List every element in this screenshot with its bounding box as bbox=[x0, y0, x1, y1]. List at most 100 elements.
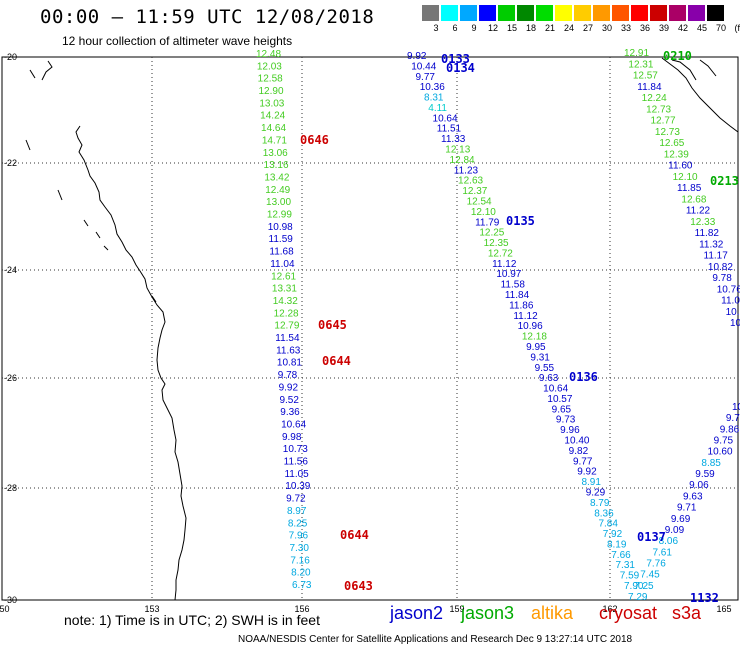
map-frame bbox=[1, 56, 739, 601]
swh-value: 13.06 bbox=[263, 148, 288, 159]
legend-label: 18 bbox=[525, 23, 536, 33]
swh-value: 10.60 bbox=[708, 447, 733, 458]
swh-value: 12.28 bbox=[274, 308, 299, 319]
swh-value: 11.84 bbox=[505, 290, 530, 301]
legend-label: (ft) bbox=[734, 23, 740, 33]
swh-value: 11.82 bbox=[695, 228, 720, 239]
legend-swatch bbox=[669, 5, 686, 21]
legend-label: 42 bbox=[677, 23, 688, 33]
lat-tick-label: -20 bbox=[4, 52, 17, 62]
lat-tick-label: -30 bbox=[4, 595, 17, 605]
swh-value: 9.06 bbox=[689, 480, 709, 491]
footer-credit: NOAA/NESDIS Center for Satellite Applica… bbox=[238, 634, 633, 645]
swh-value: 12.72 bbox=[488, 248, 513, 259]
swh-value: 8.31 bbox=[424, 93, 444, 104]
swh-value: 11.85 bbox=[677, 183, 702, 194]
swh-value: 13.16 bbox=[264, 160, 289, 171]
pass-time-label: 0213 bbox=[710, 174, 739, 188]
swh-value: 12.37 bbox=[462, 186, 487, 197]
legend-swatch bbox=[441, 5, 458, 21]
swh-value: 13.42 bbox=[264, 172, 289, 183]
legend-swatch bbox=[688, 5, 705, 21]
swh-value: 7.45 bbox=[640, 570, 660, 581]
swh-value: 11.68 bbox=[269, 247, 294, 258]
swh-value: 9.95 bbox=[526, 342, 546, 353]
legend-label: 9 bbox=[471, 23, 477, 33]
swh-value: 11.03 bbox=[721, 296, 740, 307]
pass-time-label: 0135 bbox=[506, 214, 535, 228]
swh-value: 10.81 bbox=[277, 358, 302, 369]
swh-value: 10.36 bbox=[420, 82, 445, 93]
swh-value: 13.31 bbox=[272, 284, 297, 295]
swh-value: 10.96 bbox=[518, 321, 543, 332]
swh-value: 7.31 bbox=[615, 560, 635, 571]
satellite-name: s3a bbox=[672, 603, 702, 623]
swh-value: 8.25 bbox=[288, 518, 308, 529]
pass-time-label: 0644 bbox=[340, 528, 369, 542]
satellite-name: cryosat bbox=[599, 603, 658, 623]
pass-time-label: 0645 bbox=[318, 318, 347, 332]
swh-value: 10.57 bbox=[547, 394, 572, 405]
legend-swatch bbox=[650, 5, 667, 21]
swh-value: 11.04 bbox=[270, 259, 295, 270]
swh-value: 12.13 bbox=[445, 145, 470, 156]
swh-value: 13.03 bbox=[259, 98, 284, 109]
swh-value: 11.58 bbox=[501, 280, 526, 291]
swh-value: 12.65 bbox=[659, 138, 684, 149]
swh-value: 12.18 bbox=[522, 332, 547, 343]
swh-value: 10.73 bbox=[283, 444, 308, 455]
pass-time-label: 0646 bbox=[300, 133, 329, 147]
coastline bbox=[25, 60, 187, 601]
legend-label: 36 bbox=[639, 23, 650, 33]
swh-value: 10.97 bbox=[496, 269, 521, 280]
swh-value: 12.35 bbox=[484, 238, 509, 249]
legend-swatch bbox=[612, 5, 629, 21]
swh-value: 12.48 bbox=[256, 49, 281, 60]
swh-value: 14.71 bbox=[262, 135, 287, 146]
pass-time-label: 0136 bbox=[569, 370, 598, 384]
swh-value: 10.76 bbox=[717, 284, 740, 295]
satellite-name: jason2 bbox=[390, 603, 444, 623]
swh-value: 12.77 bbox=[651, 116, 676, 127]
grid-lines bbox=[2, 57, 738, 600]
swh-value: 12.24 bbox=[642, 93, 667, 104]
swh-value: 9.92 bbox=[279, 382, 299, 393]
swh-value: 9.31 bbox=[530, 352, 550, 363]
legend-swatch bbox=[555, 5, 572, 21]
legend-label: 30 bbox=[601, 23, 612, 33]
swh-value: 8.79 bbox=[590, 498, 610, 509]
swh-value: 8.91 bbox=[581, 477, 601, 488]
swh-value: 9.96 bbox=[560, 425, 580, 436]
nz-coastline bbox=[661, 57, 739, 133]
swh-value: 7.76 bbox=[646, 558, 666, 569]
swh-value: 11.63 bbox=[276, 345, 301, 356]
swh-value: 8.85 bbox=[701, 458, 721, 469]
legend-label: 24 bbox=[563, 23, 574, 33]
swh-value: 12.90 bbox=[259, 86, 284, 97]
swh-value: 12.03 bbox=[257, 61, 282, 72]
swh-value: 10.44 bbox=[411, 61, 436, 72]
swh-value: 10.64 bbox=[281, 419, 306, 430]
lat-tick-label: -26 bbox=[4, 373, 17, 383]
swh-value: 10.1 bbox=[732, 402, 740, 413]
swh-value: 12.49 bbox=[265, 185, 290, 196]
swh-value: 11.84 bbox=[637, 82, 662, 93]
swh-value: 9.77 bbox=[573, 456, 593, 467]
lon-tick-label: 162 bbox=[602, 604, 617, 614]
swh-value: 7.90 bbox=[624, 581, 644, 592]
swh-value: 11.05 bbox=[284, 469, 309, 480]
pass-time-label: 1132 bbox=[690, 591, 719, 605]
swh-value: 12.84 bbox=[450, 155, 475, 166]
swh-value: 9.75 bbox=[714, 436, 734, 447]
legend-swatch bbox=[707, 5, 724, 21]
swh-value: 14.24 bbox=[260, 111, 285, 122]
legend-label: 33 bbox=[620, 23, 631, 33]
swh-value: 10.40 bbox=[564, 436, 589, 447]
swh-value: 9.86 bbox=[720, 424, 740, 435]
legend-label: 39 bbox=[658, 23, 669, 33]
swh-value: 7.16 bbox=[290, 555, 310, 566]
swh-value: 9.59 bbox=[695, 469, 715, 480]
swh-value: 10.9 bbox=[730, 318, 740, 329]
